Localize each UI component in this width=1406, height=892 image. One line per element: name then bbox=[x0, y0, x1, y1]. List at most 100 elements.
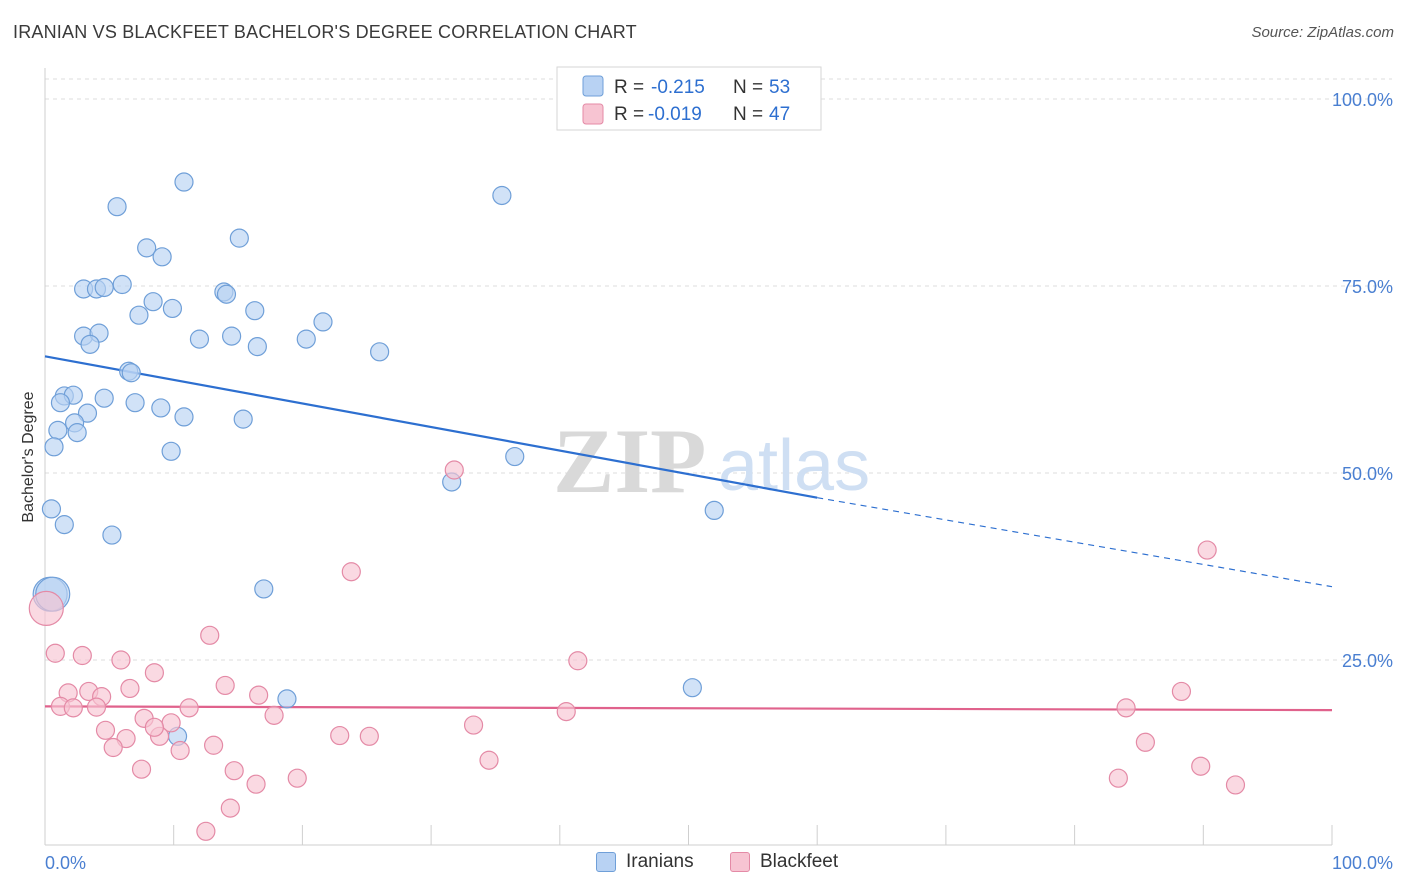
iranians-r-value: -0.215 bbox=[651, 77, 705, 98]
legend-label-blackfeet: Blackfeet bbox=[760, 851, 839, 872]
iranians-point bbox=[125, 393, 145, 413]
iranians-point bbox=[112, 274, 132, 295]
blackfeet-point bbox=[556, 702, 576, 722]
blackfeet-point bbox=[200, 625, 220, 645]
legend-item-iranians[interactable]: Iranians bbox=[596, 851, 694, 873]
blackfeet-point bbox=[359, 726, 379, 746]
blackfeet-point bbox=[463, 715, 484, 735]
blackfeet-point bbox=[179, 698, 199, 718]
blackfeet-point bbox=[196, 821, 216, 841]
points-layer bbox=[28, 172, 1246, 841]
iranians-point bbox=[233, 409, 253, 429]
blackfeet-point bbox=[72, 645, 92, 666]
iranians-point bbox=[80, 334, 100, 354]
iranians-point bbox=[313, 312, 333, 332]
x-tick-label-end: 100.0% bbox=[1332, 853, 1393, 873]
y-tick-label: 100.0% bbox=[1332, 90, 1393, 110]
blackfeet-point bbox=[86, 697, 107, 717]
bottom-legend: Iranians Blackfeet bbox=[0, 851, 1406, 879]
iranians-point bbox=[94, 388, 114, 408]
labels-layer: 25.0% 50.0% 75.0% 100.0% 0.0% 100.0% bbox=[45, 90, 1393, 873]
iranians-point bbox=[296, 329, 316, 349]
iranians-point bbox=[102, 525, 122, 545]
blackfeet-point bbox=[215, 675, 235, 696]
chart-title: IRANIAN VS BLACKFEET BACHELOR'S DEGREE C… bbox=[13, 22, 637, 42]
iranians-point bbox=[41, 499, 62, 519]
blackfeet-point bbox=[1225, 775, 1246, 795]
blackfeet-point bbox=[246, 774, 266, 794]
iranians-point bbox=[174, 407, 194, 427]
iranians-swatch bbox=[596, 852, 616, 872]
blackfeet-point bbox=[144, 717, 164, 737]
iranians-point bbox=[492, 185, 512, 206]
blackfeet-r-value: -0.019 bbox=[648, 104, 702, 125]
blackfeet-point bbox=[568, 651, 588, 671]
blackfeet-trend-line bbox=[44, 705, 1333, 712]
blackfeet-point bbox=[45, 643, 65, 663]
iranians-point bbox=[189, 329, 210, 349]
blackfeet-point bbox=[287, 768, 307, 788]
watermark: ZIP atlas bbox=[553, 410, 870, 512]
blackfeet-swatch bbox=[730, 852, 750, 872]
blackfeet-point bbox=[203, 735, 224, 755]
iranians-point bbox=[143, 292, 163, 312]
blackfeet-r-label: R = bbox=[614, 104, 644, 125]
iranians-legend-swatch bbox=[582, 75, 604, 97]
iranians-point bbox=[129, 305, 149, 325]
blackfeet-point bbox=[341, 562, 361, 582]
blackfeet-point bbox=[131, 759, 152, 779]
iranians-point bbox=[161, 441, 181, 461]
legend-item-blackfeet[interactable]: Blackfeet bbox=[730, 851, 838, 873]
iranians-point bbox=[247, 336, 267, 357]
y-tick-label: 50.0% bbox=[1342, 464, 1393, 484]
blackfeet-point bbox=[444, 460, 464, 480]
x-tick-label-start: 0.0% bbox=[45, 853, 86, 873]
blackfeet-point bbox=[144, 663, 164, 683]
iranians-r-label: R = bbox=[614, 77, 644, 98]
iranians-point bbox=[505, 446, 525, 467]
blackfeet-n-label: N = bbox=[733, 104, 763, 125]
grid-layer bbox=[45, 78, 1392, 661]
blackfeet-point bbox=[1171, 681, 1192, 702]
iranians-point bbox=[48, 420, 68, 440]
iranians-point bbox=[245, 301, 265, 321]
iranians-point bbox=[77, 403, 98, 423]
iranians-point bbox=[152, 247, 172, 267]
watermark-zip: ZIP bbox=[553, 410, 706, 512]
blackfeet-legend-swatch bbox=[582, 103, 604, 125]
iranians-n-value: 53 bbox=[769, 77, 790, 98]
blackfeet-point bbox=[330, 725, 350, 746]
blackfeet-point bbox=[1191, 756, 1211, 776]
blackfeet-point bbox=[95, 720, 116, 740]
iranians-n-label: N = bbox=[733, 77, 763, 98]
iranians-trend-line bbox=[44, 355, 818, 499]
y-axis-title: Bachelor's Degree bbox=[20, 391, 37, 522]
iranians-point bbox=[370, 342, 390, 362]
iranians-point bbox=[254, 579, 274, 599]
iranians-point bbox=[174, 172, 194, 192]
iranians-point bbox=[54, 515, 74, 535]
blackfeet-point bbox=[170, 740, 190, 761]
stats-legend: R = -0.215 N = 53 R = -0.019 N = 47 bbox=[556, 66, 822, 131]
iranians-point bbox=[216, 284, 237, 304]
blackfeet-point bbox=[479, 750, 499, 770]
blackfeet-point bbox=[120, 678, 140, 699]
blackfeet-point bbox=[249, 685, 269, 705]
iranians-point bbox=[682, 678, 702, 698]
axes-layer bbox=[44, 68, 1333, 846]
iranians-trend-extension bbox=[817, 497, 1333, 588]
iranians-point bbox=[44, 437, 64, 457]
iranians-point bbox=[137, 238, 157, 258]
iranians-point bbox=[151, 398, 171, 418]
iranians-point bbox=[94, 277, 114, 298]
blackfeet-point bbox=[111, 650, 131, 670]
iranians-point bbox=[67, 423, 87, 443]
blackfeet-point bbox=[220, 798, 240, 818]
blackfeet-n-value: 47 bbox=[769, 104, 790, 125]
blackfeet-point bbox=[1108, 768, 1128, 788]
blackfeet-point bbox=[1197, 540, 1217, 560]
blackfeet-point bbox=[264, 705, 284, 725]
blackfeet-point bbox=[63, 698, 83, 718]
y-tick-label: 25.0% bbox=[1342, 651, 1393, 671]
